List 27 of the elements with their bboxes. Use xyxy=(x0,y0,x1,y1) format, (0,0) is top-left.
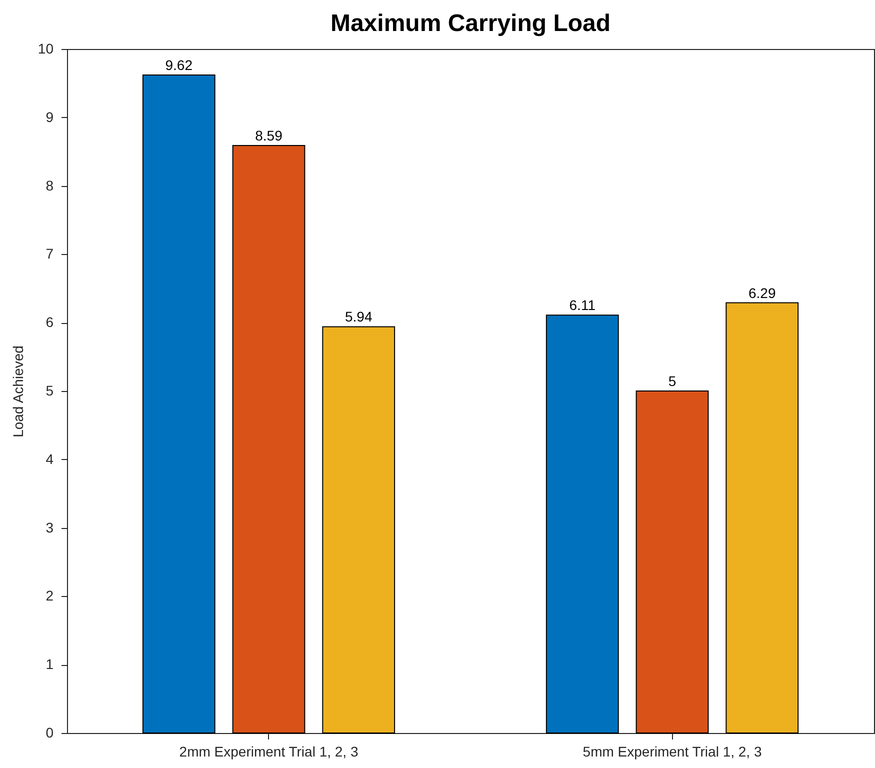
y-tick-label: 2 xyxy=(46,588,54,604)
x-tick-label: 5mm Experiment Trial 1, 2, 3 xyxy=(582,744,762,760)
data-label: 5.94 xyxy=(344,308,372,325)
y-tick-label: 3 xyxy=(46,519,54,536)
y-tick-label: 1 xyxy=(46,656,54,672)
data-label: 6.29 xyxy=(748,284,776,301)
y-tick-label: 6 xyxy=(46,314,54,330)
chart-title: Maximum Carrying Load xyxy=(330,10,611,37)
data-label: 6.11 xyxy=(569,297,596,314)
bar xyxy=(546,314,619,734)
bar xyxy=(142,74,216,734)
bar xyxy=(322,326,396,734)
y-tick-label: 9 xyxy=(46,108,54,125)
y-axis-title: Load Achieved xyxy=(10,346,26,438)
bar xyxy=(232,144,306,734)
bar xyxy=(726,302,799,734)
y-tick-label: 5 xyxy=(46,382,54,398)
y-tick-label: 10 xyxy=(38,40,54,56)
x-tick-label: 2mm Experiment Trial 1, 2, 3 xyxy=(179,744,358,760)
data-label: 8.59 xyxy=(255,127,283,144)
y-tick-label: 7 xyxy=(46,246,54,262)
y-tick-label: 8 xyxy=(46,177,54,194)
bar xyxy=(636,390,709,734)
y-tick-label: 0 xyxy=(46,724,54,740)
data-label: 9.62 xyxy=(165,56,193,73)
y-tick-label: 4 xyxy=(46,450,54,467)
data-label: 5 xyxy=(668,373,676,389)
